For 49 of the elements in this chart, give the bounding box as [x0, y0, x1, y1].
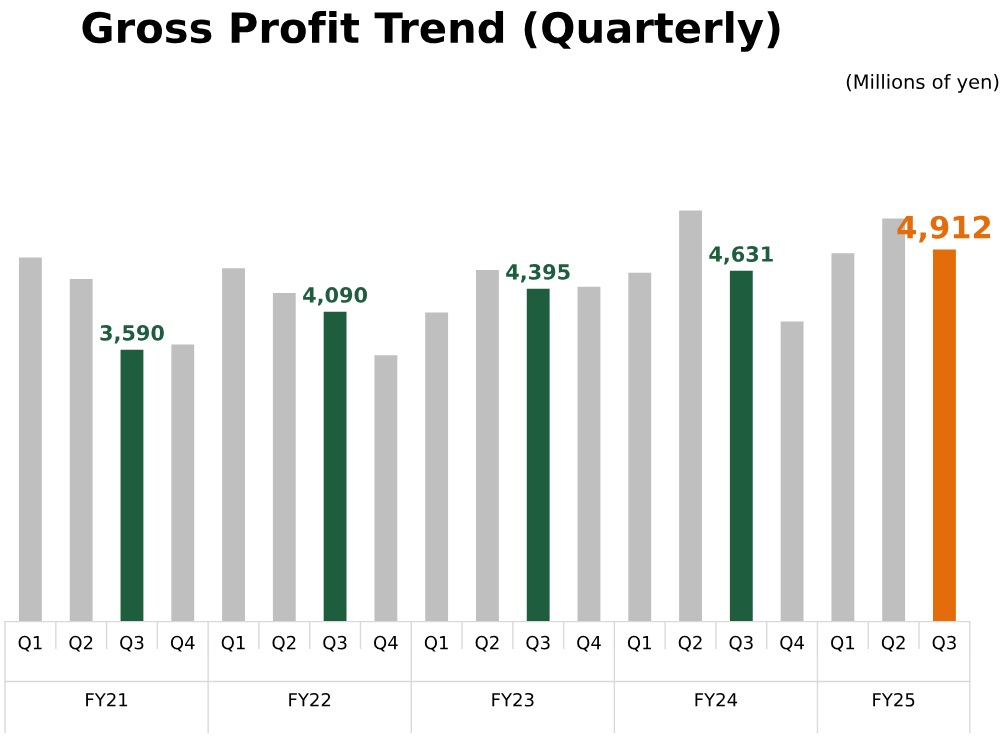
x-tick-label: Q2 [881, 635, 905, 652]
x-tick-label: Q4 [374, 635, 398, 652]
x-tick-label: Q1 [831, 635, 855, 652]
bar [171, 344, 195, 622]
x-tick-label: Q1 [221, 635, 245, 652]
x-tick-label: Q1 [627, 635, 651, 652]
bar [120, 349, 144, 622]
bar [933, 249, 956, 622]
text: FY22 [289, 692, 331, 707]
bar [577, 286, 601, 622]
bar [526, 288, 550, 622]
x-tick-label: Q1 [424, 635, 448, 652]
bar [323, 311, 347, 622]
bar [272, 293, 296, 622]
bar [628, 272, 652, 622]
bar [780, 321, 804, 622]
x-tick-label: Q3 [120, 635, 144, 652]
bar [69, 278, 93, 622]
text: FY21 [86, 692, 128, 707]
x-tick-label: Q4 [577, 635, 601, 652]
chart-title: Gross Profit Trend (Quarterly) [82, 11, 780, 52]
x-tick-label: Q3 [932, 635, 956, 652]
data-label: 4,090 [303, 287, 368, 306]
data-label: 4,631 [709, 246, 773, 265]
x-tick-label: Q2 [69, 635, 93, 652]
text: FY23 [492, 692, 534, 707]
x-tick-label: Q3 [729, 635, 753, 652]
x-tick-label: Q4 [170, 635, 195, 652]
chart-subtitle: (Millions of yen) [846, 74, 999, 93]
x-tick-label: Q2 [678, 635, 702, 652]
data-label: 3,590 [100, 324, 164, 344]
bar [18, 257, 42, 622]
x-tick-label: Q2 [475, 635, 499, 652]
x-tick-label: Q2 [272, 635, 296, 652]
bar [679, 210, 702, 622]
bar [476, 269, 499, 622]
bar [729, 270, 753, 622]
text: FY25 [873, 692, 915, 707]
bar [374, 355, 398, 622]
bar [831, 253, 855, 622]
data-label: 4,395 [506, 264, 570, 283]
x-tick-label: Q1 [18, 635, 42, 652]
bar [425, 312, 449, 622]
data-label: 4,912 [897, 215, 991, 243]
x-tick-label: Q3 [323, 635, 347, 652]
text: FY24 [695, 692, 738, 707]
x-tick-label: Q3 [526, 635, 550, 652]
bar [222, 268, 245, 622]
x-tick-label: Q4 [780, 635, 804, 652]
